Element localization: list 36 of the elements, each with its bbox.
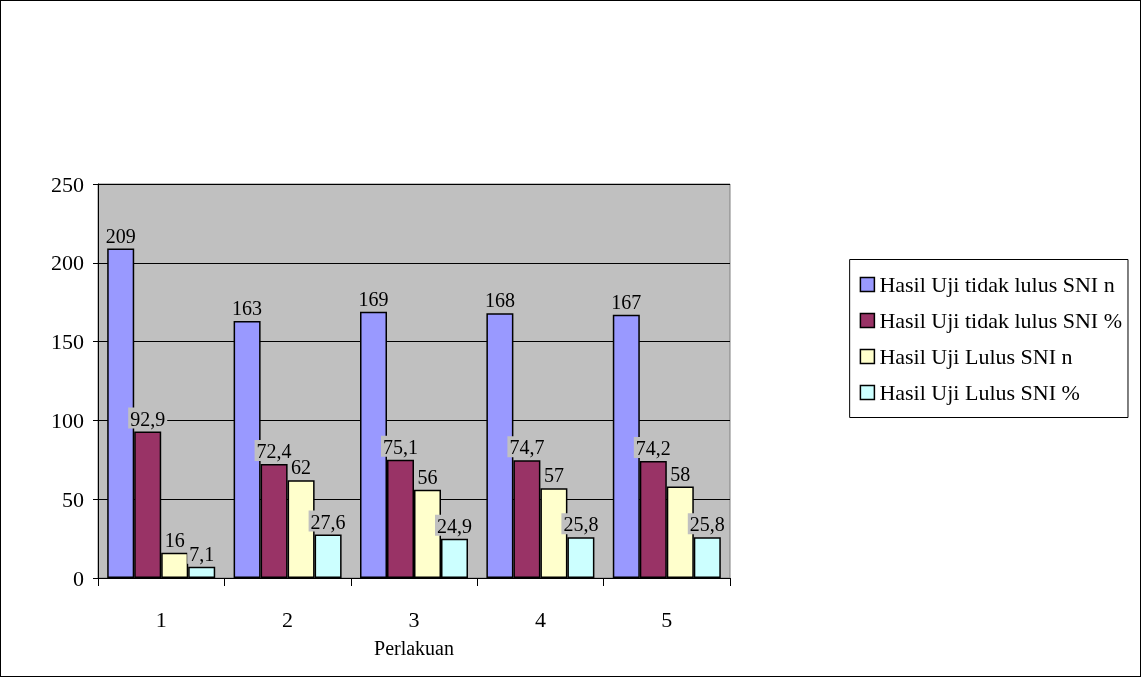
x-tick-label: 4 [534, 606, 546, 632]
data-label: 163 [232, 297, 263, 320]
data-label: 74,2 [635, 437, 671, 460]
x-tick-label: 5 [661, 606, 673, 632]
data-label: 57 [543, 464, 564, 487]
data-label: 16 [164, 528, 185, 551]
y-tick-label: 0 [73, 565, 84, 591]
data-label: 92,9 [130, 407, 166, 430]
y-tick-label: 250 [51, 171, 84, 197]
legend-label: Hasil Uji tidak lulus SNI n [879, 272, 1115, 297]
data-label: 168 [484, 289, 515, 312]
x-axis-title: Perlakuan [374, 637, 454, 659]
y-tick-label: 50 [62, 486, 84, 512]
legend-label: Hasil Uji Lulus SNI % [879, 380, 1080, 405]
y-tick-label: 100 [51, 407, 84, 433]
data-label: 27,6 [310, 510, 346, 533]
data-label: 169 [358, 287, 389, 310]
data-label: 25,8 [563, 513, 599, 536]
data-label: 25,8 [689, 513, 725, 536]
data-label: 56 [417, 465, 438, 488]
legend-label: Hasil Uji tidak lulus SNI % [879, 308, 1123, 333]
y-tick-label: 150 [51, 329, 84, 355]
x-tick-label: 2 [282, 606, 294, 632]
x-tick-label: 1 [155, 606, 167, 632]
data-label: 75,1 [383, 435, 418, 458]
data-label: 72,4 [256, 439, 292, 462]
data-label: 62 [291, 456, 312, 479]
data-label: 24,9 [437, 514, 472, 537]
data-label: 58 [670, 462, 691, 485]
data-label: 167 [611, 290, 642, 313]
legend-label: Hasil Uji Lulus SNI n [879, 344, 1073, 369]
y-tick-label: 200 [51, 250, 84, 276]
data-label: 74,7 [509, 436, 545, 459]
data-label: 7,1 [189, 542, 215, 565]
x-tick-label: 3 [408, 606, 420, 632]
data-label: 209 [105, 224, 136, 247]
